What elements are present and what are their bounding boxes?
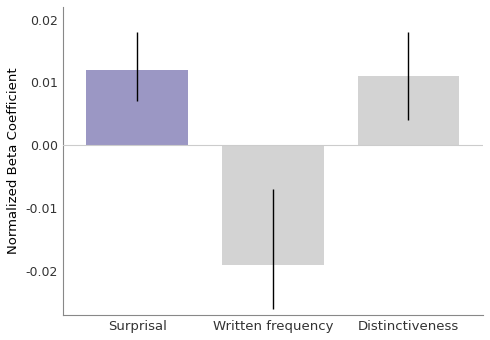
Y-axis label: Normalized Beta Coefficient: Normalized Beta Coefficient xyxy=(7,68,20,254)
Bar xyxy=(222,145,324,265)
Bar xyxy=(358,76,459,145)
Bar xyxy=(86,70,188,145)
